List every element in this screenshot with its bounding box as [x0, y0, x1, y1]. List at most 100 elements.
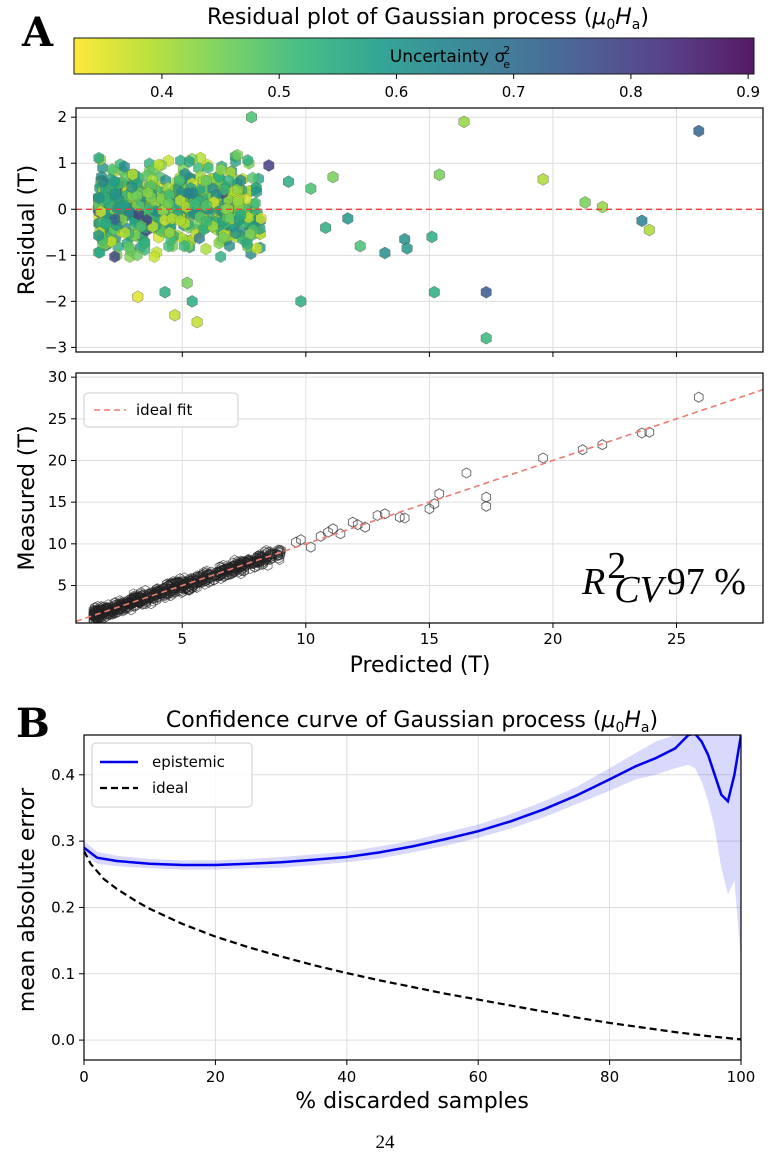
residual-hexbin: [118, 160, 130, 173]
residual-hexbin: [200, 242, 212, 256]
parity-y-ticks: 5 10 15 20 25 30: [48, 368, 76, 595]
residual-outlier: [305, 182, 317, 195]
residual-outlier: [597, 200, 608, 214]
residual-hexbin: [135, 219, 147, 233]
parity-point: [538, 452, 548, 464]
confidence-legend: epistemic ideal: [91, 742, 253, 808]
parity-y-label: Measured (T): [15, 425, 40, 570]
residual-hexbin: [166, 212, 178, 225]
confidence-x-label: % discarded samples: [295, 1089, 529, 1114]
residual-hexbin: [164, 226, 175, 239]
parity-hexbin: [133, 596, 144, 608]
parity-point: [394, 511, 405, 523]
residual-hexbin: [139, 236, 151, 250]
residual-hexbin: [200, 174, 212, 188]
parity-hexbin: [274, 545, 285, 556]
residual-hexbin: [207, 182, 219, 196]
colorbar-tick-label: 0.8: [619, 83, 643, 101]
parity-point: [347, 516, 358, 528]
parity-hexbin: [115, 599, 126, 611]
parity-hexbin: [214, 566, 224, 578]
parity-y-tick-label: 10: [48, 535, 67, 553]
parity-hexbin: [185, 575, 196, 587]
confidence-x-tick-label: 40: [337, 1068, 356, 1086]
colorbar-gradient: [73, 37, 755, 75]
parity-point: [399, 512, 410, 524]
parity-hexbin: [153, 585, 164, 597]
parity-hexbin: [238, 559, 248, 571]
confidence-x-tick-label: 100: [727, 1068, 756, 1086]
residual-hexbin: [247, 171, 259, 185]
residual-outlier: [169, 308, 181, 322]
parity-hexbin: [216, 565, 227, 577]
parity-point: [328, 523, 338, 535]
parity-x-label: Predicted (T): [350, 653, 491, 678]
residual-outlier: [159, 285, 171, 299]
parity-hexbin: [274, 554, 285, 566]
parity-hexbin: [171, 579, 182, 591]
residual-hexbin: [235, 174, 247, 187]
parity-hexbin: [256, 550, 267, 562]
confidence-y-tick-label: 0.2: [51, 898, 75, 916]
residual-outlier: [579, 196, 591, 209]
confidence-y-tick-label: 0.4: [51, 766, 75, 784]
residual-hexbin: [153, 158, 165, 172]
residual-hexbin: [241, 237, 253, 250]
epistemic-uncertainty-band: [84, 735, 741, 961]
residual-outlier: [433, 168, 445, 182]
confidence-x-tick-label: 20: [206, 1068, 225, 1086]
parity-hexbin: [146, 598, 156, 610]
parity-point: [461, 467, 472, 479]
residual-hexbin: [189, 198, 201, 211]
residual-hexbin: [119, 226, 131, 240]
parity-x-tick-label: 20: [543, 630, 562, 648]
residual-hexbin: [126, 181, 138, 194]
residual-points: [92, 110, 705, 345]
colorbar-tick-label: 0.5: [267, 83, 291, 101]
parity-hexbin: [184, 584, 194, 596]
parity-grid: [76, 373, 763, 623]
parity-x-tick-label: 15: [420, 630, 439, 648]
parity-point: [352, 519, 363, 531]
colorbar-tick-label: 0.4: [150, 83, 174, 101]
residual-outlier: [428, 285, 440, 299]
residual-outlier: [426, 230, 438, 244]
residual-outlier: [295, 295, 307, 308]
residual-hexbin: [174, 214, 186, 227]
panel-a-title: Residual plot of Gaussian process (μ0Ha): [207, 5, 649, 33]
confidence-legend-box: [91, 742, 253, 808]
confidence-series: [84, 735, 741, 1041]
confidence-plot: 0 20 40 60 80 100 0.0 0.1 0.2 0.3 0.4 % discarded…: [15, 734, 756, 1114]
colorbar-ticks: 0.4 0.5 0.6 0.7 0.8 0.9: [150, 74, 760, 101]
residual-hexbin: [148, 250, 160, 264]
parity-hexbin: [258, 551, 268, 563]
confidence-y-tick-label: 0.3: [51, 832, 75, 850]
parity-hexbin: [243, 558, 254, 570]
residual-hexbin: [93, 191, 105, 205]
residual-hexbin: [109, 187, 121, 200]
residual-hexbin: [97, 175, 109, 188]
residual-hexbin: [93, 229, 104, 242]
residual-hexbin: [183, 187, 195, 200]
residual-hexbin: [220, 202, 232, 216]
residual-hexbin: [217, 231, 229, 244]
residual-outlier: [191, 315, 203, 329]
residual-hexbin: [131, 248, 143, 262]
parity-hexbin: [223, 563, 234, 575]
residual-plot: −3 −2 −1 0 1 2 Residual (T): [15, 107, 764, 357]
residual-outlier: [401, 242, 413, 255]
parity-hexbin: [244, 556, 255, 568]
residual-outlier: [693, 124, 705, 138]
parity-point: [424, 503, 435, 515]
parity-hexbin: [273, 549, 284, 561]
confidence-x-tick-label: 60: [469, 1068, 488, 1086]
residual-y-tick-label: −2: [45, 292, 67, 310]
parity-hexbin: [238, 558, 249, 570]
parity-hexbin: [190, 575, 200, 587]
residual-outlier: [132, 290, 144, 304]
page-number: 24: [376, 1132, 396, 1153]
residual-y-tick-label: 2: [57, 108, 67, 126]
ideal-fit-line: [76, 388, 763, 623]
parity-frame: [75, 372, 764, 624]
parity-legend-box: [83, 392, 239, 428]
